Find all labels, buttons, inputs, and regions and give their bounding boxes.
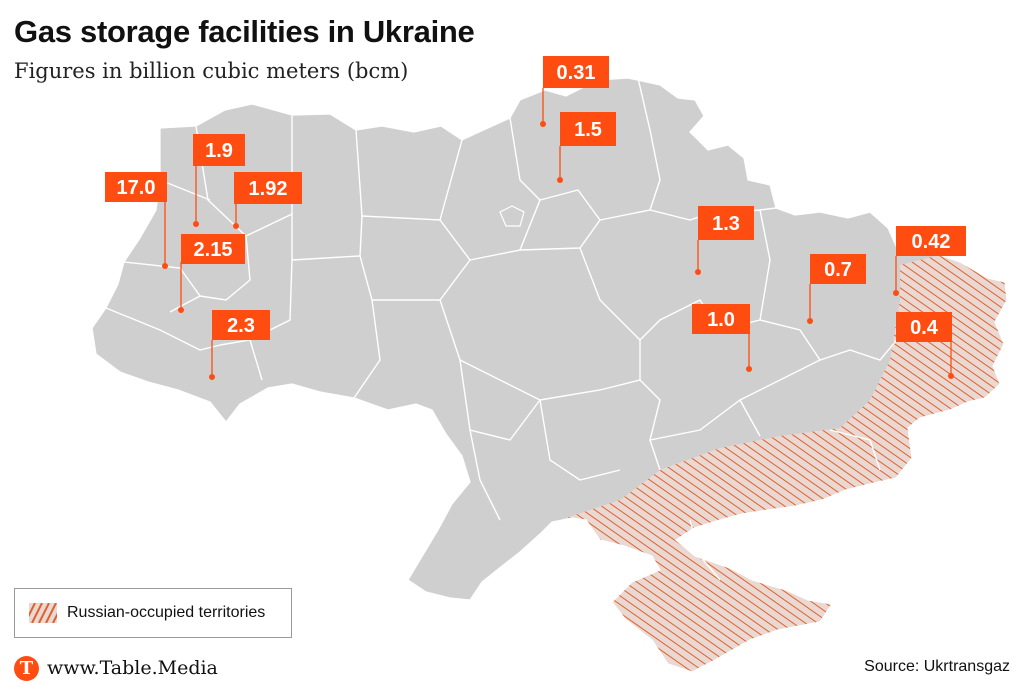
facility-dot-5 (209, 374, 215, 380)
facility-label-1: 17.0 (117, 177, 156, 199)
facility-dot-1 (162, 263, 168, 269)
facility-dot-6 (540, 121, 546, 127)
facility-label-3: 1.92 (249, 178, 288, 200)
facility-label-12: 0.4 (910, 317, 939, 339)
source-credit: Source: Ukrtransgaz (864, 658, 1010, 675)
facility-dot-7 (557, 177, 563, 183)
hatched-swatch-icon (29, 603, 57, 623)
facility-label-8: 1.3 (712, 213, 740, 235)
brand: T www.Table.Media (14, 655, 218, 681)
facility-dot-3 (233, 223, 239, 229)
legend-label: Russian-occupied territories (67, 604, 266, 621)
region-borders (105, 78, 906, 581)
facility-labels: 17.0 1.9 1.92 2.15 2.3 0.31 1.5 1.3 0.7 … (105, 56, 966, 342)
facility-label-7: 1.5 (574, 119, 602, 141)
facility-label-4: 2.15 (194, 239, 233, 261)
ukraine-land (92, 78, 1007, 672)
facility-dot-10 (746, 366, 752, 372)
facility-dot-4 (178, 307, 184, 313)
facility-dot-12 (948, 373, 954, 379)
facility-dot-8 (695, 269, 701, 275)
facility-label-10: 1.0 (707, 309, 735, 331)
facility-label-2: 1.9 (205, 140, 233, 162)
page-subtitle: Figures in billion cubic meters (bcm) (14, 59, 409, 83)
facility-markers (162, 88, 954, 380)
brand-url[interactable]: www.Table.Media (47, 657, 218, 679)
facility-label-5: 2.3 (227, 315, 255, 337)
legend: Russian-occupied territories (14, 588, 292, 638)
facility-label-9: 0.7 (824, 259, 852, 281)
facility-label-6: 0.31 (557, 62, 596, 84)
facility-label-11: 0.42 (912, 231, 951, 253)
page-title: Gas storage facilities in Ukraine (14, 14, 475, 49)
facility-dot-9 (807, 318, 813, 324)
facility-dot-11 (893, 290, 899, 296)
table-media-logo-icon: T (14, 655, 39, 681)
kyiv-city-border (499, 205, 525, 227)
facility-dot-2 (193, 221, 199, 227)
